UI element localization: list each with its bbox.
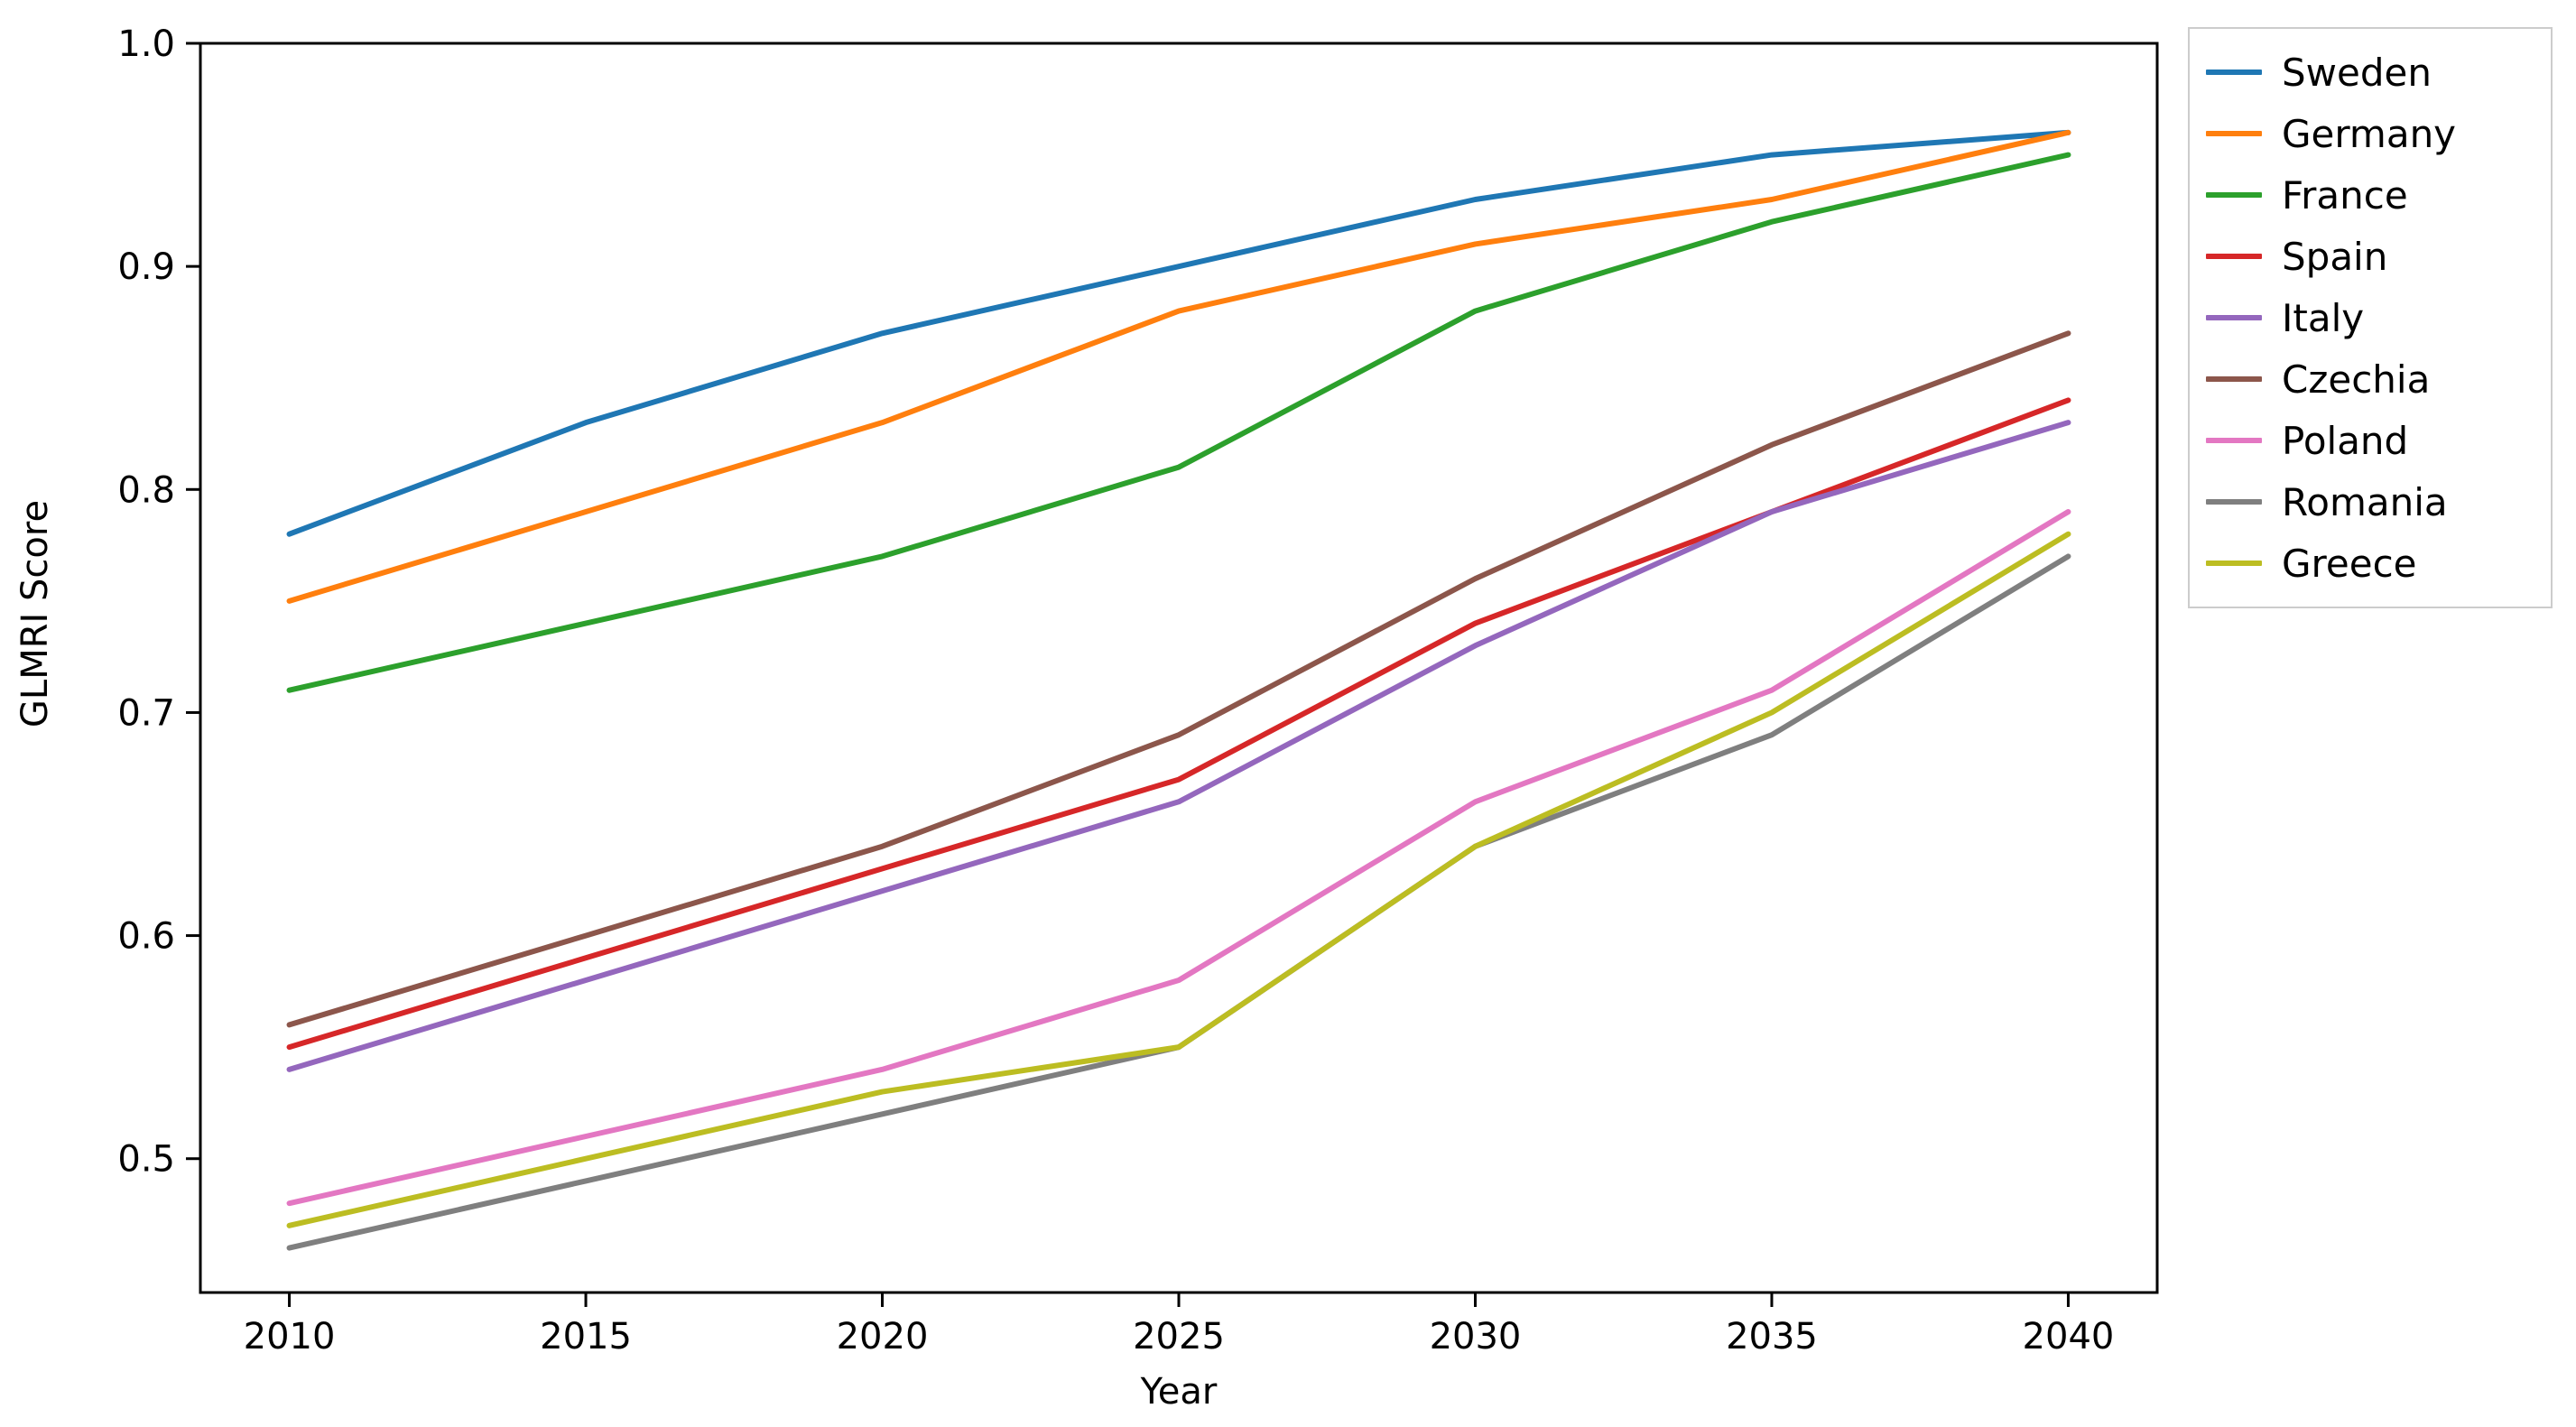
- legend-label-france: France: [2282, 172, 2408, 218]
- plot-border: [199, 42, 2159, 1294]
- legend: Sweden Germany France Spain Italy Czechia Pola…: [2188, 27, 2553, 608]
- legend-swatch-germany: [2206, 131, 2262, 136]
- x-tick-label: 2015: [540, 1316, 632, 1358]
- legend-item-germany: Germany: [2206, 103, 2534, 164]
- y-tick-label: 0.9: [117, 246, 175, 288]
- series-lines: [286, 129, 2071, 1251]
- series-line-spain: [286, 397, 2071, 1051]
- series-line-france: [286, 152, 2071, 693]
- legend-item-spain: Spain: [2206, 226, 2534, 287]
- plot-frame: [199, 42, 2159, 1294]
- axis-ticks: 2010 2015 2020 2025 2030 2035 2040 0.5 0.6 0.7 0.8…: [117, 23, 2114, 1358]
- legend-item-france: France: [2206, 164, 2534, 226]
- y-tick-label: 0.8: [117, 469, 175, 511]
- legend-label-czechia: Czechia: [2282, 357, 2431, 402]
- legend-swatch-czechia: [2206, 376, 2262, 382]
- series-line-germany: [286, 129, 2071, 604]
- legend-item-poland: Poland: [2206, 410, 2534, 471]
- legend-swatch-poland: [2206, 438, 2262, 443]
- x-axis-label: Year: [1140, 1371, 1218, 1413]
- y-tick-label: 0.5: [117, 1139, 175, 1181]
- series-line-czechia: [286, 330, 2071, 1028]
- legend-item-czechia: Czechia: [2206, 348, 2534, 410]
- legend-label-italy: Italy: [2282, 295, 2365, 340]
- series-line-italy: [286, 420, 2071, 1072]
- series-line-greece: [286, 531, 2071, 1228]
- legend-label-poland: Poland: [2282, 418, 2409, 463]
- legend-label-romania: Romania: [2282, 479, 2448, 524]
- x-tick-label: 2035: [1726, 1316, 1818, 1358]
- legend-item-greece: Greece: [2206, 533, 2534, 594]
- legend-swatch-italy: [2206, 315, 2262, 320]
- legend-swatch-spain: [2206, 254, 2262, 259]
- legend-swatch-france: [2206, 192, 2262, 198]
- x-tick-label: 2010: [244, 1316, 336, 1358]
- series-line-poland: [286, 509, 2071, 1207]
- series-line-sweden: [286, 129, 2071, 537]
- legend-label-germany: Germany: [2282, 111, 2457, 156]
- y-tick-label: 0.7: [117, 692, 175, 734]
- y-tick-label: 0.6: [117, 916, 175, 958]
- legend-label-sweden: Sweden: [2282, 50, 2432, 95]
- legend-swatch-sweden: [2206, 69, 2262, 75]
- legend-item-romania: Romania: [2206, 471, 2534, 533]
- legend-label-spain: Spain: [2282, 234, 2388, 279]
- x-tick-label: 2040: [2023, 1316, 2115, 1358]
- y-tick-label: 1.0: [117, 23, 175, 65]
- legend-item-sweden: Sweden: [2206, 42, 2534, 103]
- x-tick-label: 2030: [1430, 1316, 1522, 1358]
- legend-label-greece: Greece: [2282, 541, 2417, 586]
- x-tick-label: 2025: [1133, 1316, 1225, 1358]
- legend-swatch-romania: [2206, 499, 2262, 505]
- x-tick-label: 2020: [837, 1316, 929, 1358]
- legend-swatch-greece: [2206, 561, 2262, 566]
- y-axis-label: GLMRI Score: [14, 500, 56, 727]
- legend-item-italy: Italy: [2206, 287, 2534, 348]
